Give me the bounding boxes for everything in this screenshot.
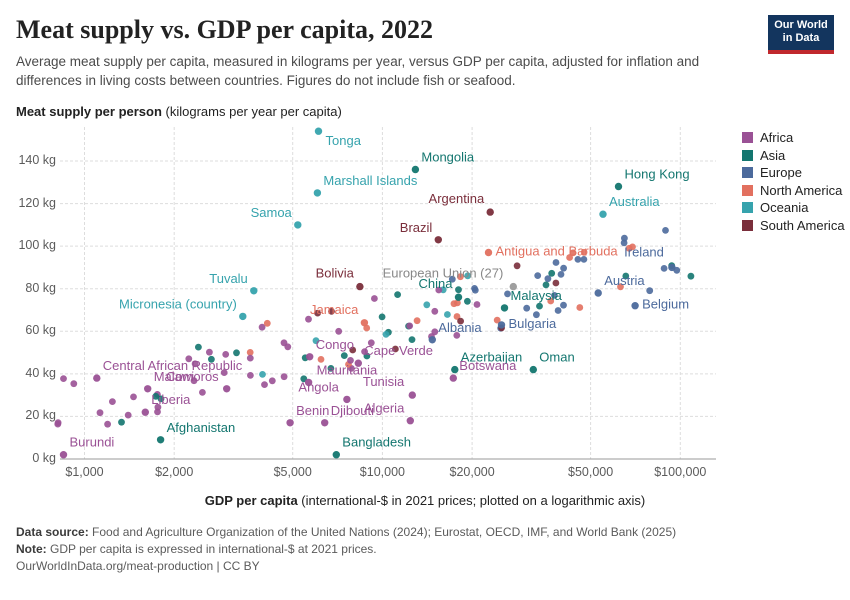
svg-text:Tunisia: Tunisia — [363, 374, 405, 389]
svg-text:Congo: Congo — [316, 337, 354, 352]
svg-text:Albania: Albania — [438, 320, 482, 335]
svg-text:Brazil: Brazil — [400, 220, 433, 235]
svg-text:Samoa: Samoa — [251, 205, 293, 220]
svg-text:Tuvalu: Tuvalu — [209, 271, 248, 286]
svg-text:Hong Kong: Hong Kong — [625, 167, 690, 182]
svg-text:Belgium: Belgium — [642, 297, 689, 312]
svg-text:Afghanistan: Afghanistan — [167, 420, 236, 435]
svg-text:Bangladesh: Bangladesh — [342, 435, 411, 450]
svg-text:Oman: Oman — [539, 350, 574, 365]
svg-text:Malaysia: Malaysia — [511, 288, 563, 303]
svg-text:Comoros: Comoros — [166, 369, 219, 384]
svg-text:Botswana: Botswana — [459, 358, 517, 373]
svg-text:Benin: Benin — [296, 403, 329, 418]
svg-text:Marshall Islands: Marshall Islands — [323, 173, 417, 188]
svg-text:Liberia: Liberia — [151, 392, 191, 407]
svg-text:Cape Verde: Cape Verde — [364, 343, 433, 358]
svg-text:Antigua and Barbuda: Antigua and Barbuda — [496, 244, 619, 259]
svg-text:Bulgaria: Bulgaria — [509, 316, 557, 331]
svg-text:China: China — [419, 276, 454, 291]
svg-text:Argentina: Argentina — [429, 191, 485, 206]
svg-text:Burundi: Burundi — [70, 435, 115, 450]
svg-text:Ireland: Ireland — [624, 244, 664, 259]
svg-text:Austria: Austria — [604, 273, 645, 288]
svg-text:Australia: Australia — [609, 194, 660, 209]
svg-text:Mongolia: Mongolia — [421, 150, 475, 165]
svg-text:Tonga: Tonga — [326, 133, 362, 148]
svg-text:Algeria: Algeria — [364, 401, 405, 416]
svg-text:Jamaica: Jamaica — [310, 302, 359, 317]
svg-text:Bolivia: Bolivia — [316, 266, 355, 281]
svg-text:Micronesia (country): Micronesia (country) — [119, 296, 237, 311]
svg-text:Angola: Angola — [298, 379, 339, 394]
